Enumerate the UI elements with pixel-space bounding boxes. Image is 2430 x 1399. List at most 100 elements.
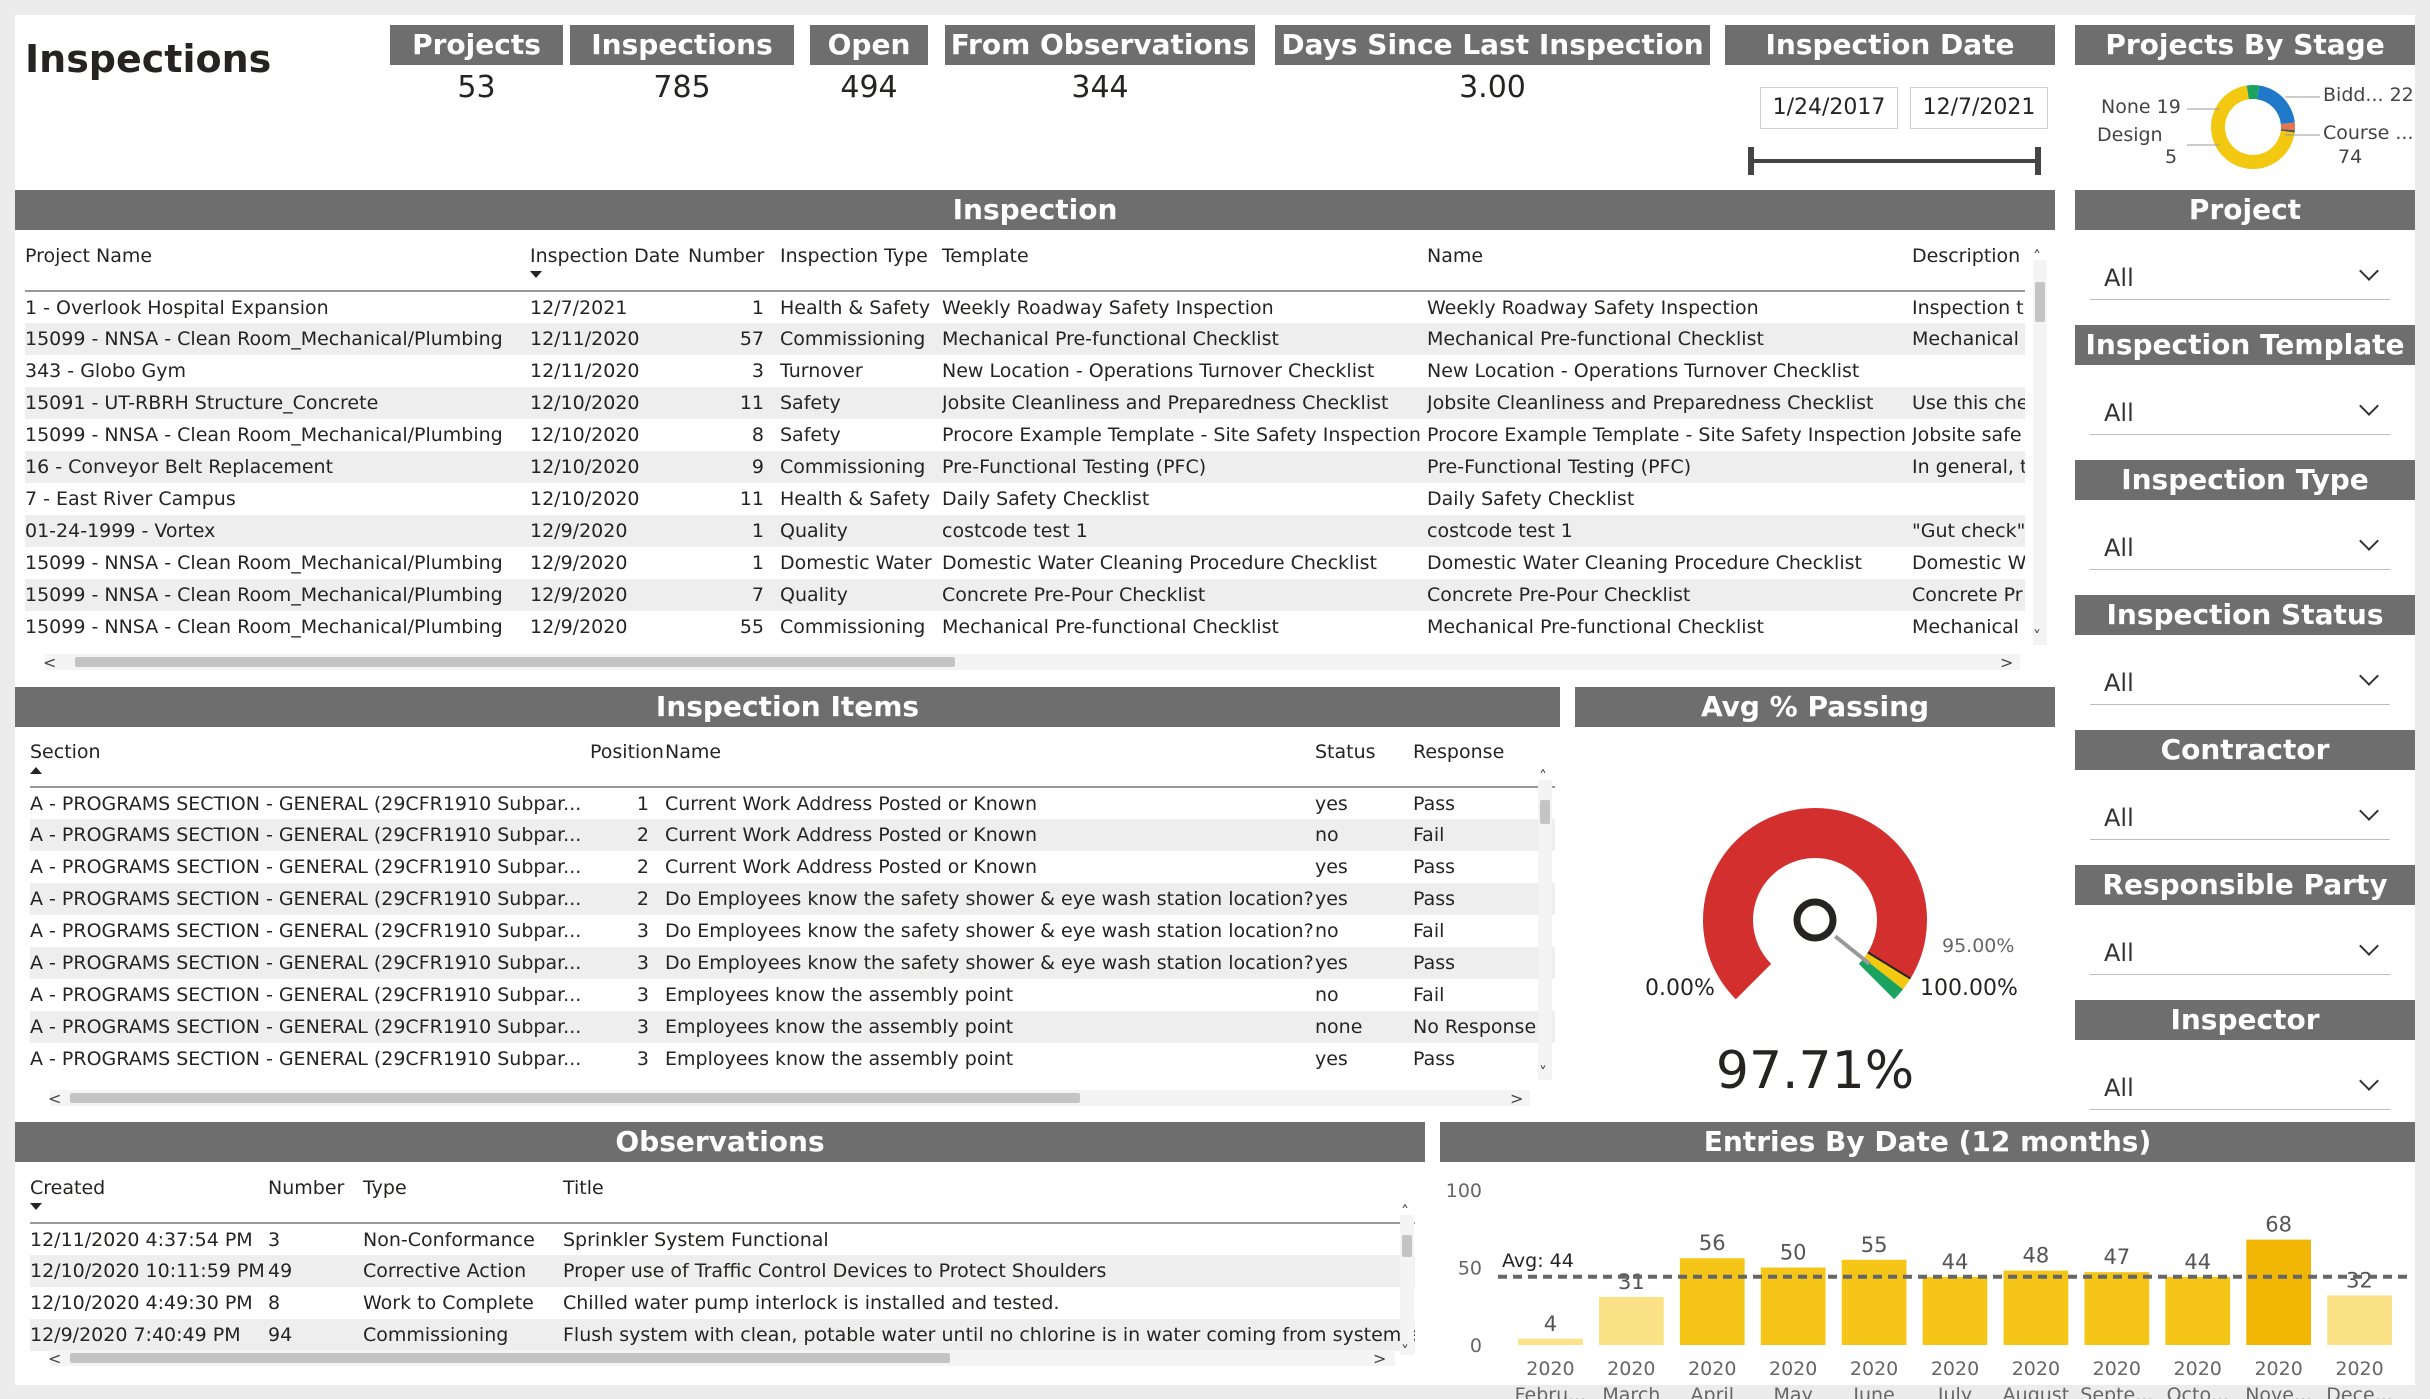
items-hscroll[interactable] <box>50 1090 1530 1106</box>
scroll-down-icon[interactable]: ˅ <box>2033 627 2041 646</box>
inspection-vscroll[interactable] <box>2033 260 2047 645</box>
scroll-right-icon[interactable]: > <box>2000 653 2014 672</box>
col-description[interactable]: Description <box>1912 235 2025 292</box>
observations-vscroll[interactable] <box>1400 1215 1414 1355</box>
donut-slice[interactable] <box>2246 85 2260 100</box>
inspection-row[interactable]: 15091 - UT-RBRH Structure_Concrete 12/10/… <box>25 387 2025 419</box>
observations-vscroll-thumb[interactable] <box>1402 1235 1412 1257</box>
inspection-row[interactable]: 343 - Globo Gym 12/11/2020 3 Turnover New Lo… <box>25 355 2025 387</box>
donut-slice[interactable] <box>2280 129 2295 133</box>
scroll-up-icon[interactable]: ˄ <box>1539 767 1547 786</box>
scroll-down-icon[interactable]: ˅ <box>1401 1342 1409 1361</box>
items-vscroll-thumb[interactable] <box>1540 800 1550 824</box>
col-status[interactable]: Status <box>1315 731 1413 788</box>
col-project-name[interactable]: Project Name <box>25 235 530 292</box>
inspection-row[interactable]: 15099 - NNSA - Clean Room_Mechanical/Plu… <box>25 323 2025 355</box>
slicer-responsible-dropdown[interactable]: All <box>2090 925 2390 975</box>
scroll-left-icon[interactable]: < <box>48 1349 62 1368</box>
observations-table[interactable]: Created Number Type Title 12/11/2020 4:3… <box>30 1167 1415 1357</box>
bar-dece[interactable] <box>2327 1295 2392 1345</box>
inspection-item-row[interactable]: A - PROGRAMS SECTION - GENERAL (29CFR191… <box>30 883 1555 915</box>
slicer-inspector-dropdown[interactable]: All <box>2090 1060 2390 1110</box>
inspection-item-row[interactable]: A - PROGRAMS SECTION - GENERAL (29CFR191… <box>30 1011 1555 1043</box>
card-from-observations-value: 344 <box>1071 70 1129 105</box>
observation-row[interactable]: 12/10/2020 10:11:59 PM 49 Corrective Actio… <box>30 1255 1415 1287</box>
inspection-hscroll-thumb[interactable] <box>75 657 955 667</box>
col-name[interactable]: Name <box>1427 235 1912 292</box>
inspection-item-row[interactable]: A - PROGRAMS SECTION - GENERAL (29CFR191… <box>30 1043 1555 1075</box>
inspection-item-row[interactable]: A - PROGRAMS SECTION - GENERAL (29CFR191… <box>30 819 1555 851</box>
bar-june[interactable] <box>1841 1259 1907 1345</box>
col-inspection-type[interactable]: Inspection Type <box>780 235 942 292</box>
col-section[interactable]: Section <box>30 731 590 788</box>
bar-febru[interactable] <box>1518 1338 1583 1345</box>
inspection-item-row[interactable]: A - PROGRAMS SECTION - GENERAL (29CFR191… <box>30 915 1555 947</box>
bar-septe[interactable] <box>2084 1272 2150 1345</box>
bar-april[interactable] <box>1679 1258 1745 1345</box>
col-obs-number[interactable]: Number <box>268 1167 363 1224</box>
donut-slice[interactable] <box>2280 122 2295 131</box>
scroll-left-icon[interactable]: < <box>48 1089 62 1108</box>
col-item-name[interactable]: Name <box>665 731 1315 788</box>
inspection-hscroll[interactable] <box>45 654 2020 670</box>
slicer-status-dropdown[interactable]: All <box>2090 655 2390 705</box>
scroll-right-icon[interactable]: > <box>1373 1349 1387 1368</box>
inspection-item-row[interactable]: A - PROGRAMS SECTION - GENERAL (29CFR191… <box>30 947 1555 979</box>
col-obs-title[interactable]: Title <box>563 1167 1415 1224</box>
date-range-track[interactable] <box>1753 159 2038 163</box>
inspection-row[interactable]: 15099 - NNSA - Clean Room_Mechanical/Plu… <box>25 419 2025 451</box>
scroll-down-icon[interactable]: ˅ <box>1539 1063 1547 1082</box>
inspection-item-row[interactable]: A - PROGRAMS SECTION - GENERAL (29CFR191… <box>30 979 1555 1011</box>
col-created[interactable]: Created <box>30 1167 268 1224</box>
inspection-row[interactable]: 1 - Overlook Hospital Expansion 12/7/2021… <box>25 291 2025 323</box>
col-inspection-date[interactable]: Inspection Date <box>530 235 688 292</box>
col-position[interactable]: Position <box>590 731 665 788</box>
stage-donut-chart[interactable]: None 19 Design 5 Bidd... 22 Course ... 7… <box>2075 67 2415 187</box>
bar-may[interactable] <box>1760 1267 1826 1346</box>
inspection-item-row[interactable]: A - PROGRAMS SECTION - GENERAL (29CFR191… <box>30 787 1555 819</box>
donut-slice[interactable] <box>2257 85 2295 125</box>
inspection-table[interactable]: Project Name Inspection Date Number Insp… <box>25 235 2025 647</box>
bar-nove[interactable] <box>2246 1239 2311 1345</box>
inspection-row[interactable]: 15099 - NNSA - Clean Room_Mechanical/Plu… <box>25 547 2025 579</box>
date-range-handle-start[interactable] <box>1748 147 1754 175</box>
inspection-row[interactable]: 7 - East River Campus 12/10/2020 11 Health … <box>25 483 2025 515</box>
col-number[interactable]: Number <box>688 235 780 292</box>
avg-passing-gauge[interactable]: 0.00% 100.00% 95.00% 97.71% <box>1575 730 2055 1110</box>
col-template[interactable]: Template <box>942 235 1427 292</box>
date-start-input[interactable]: 1/24/2017 <box>1760 87 1898 129</box>
observation-row[interactable]: 12/11/2020 4:37:54 PM 3 Non-Conformance Spr… <box>30 1223 1415 1255</box>
table-cell: Health & Safety <box>780 488 931 510</box>
inspection-item-row[interactable]: A - PROGRAMS SECTION - GENERAL (29CFR191… <box>30 851 1555 883</box>
slicer-project-dropdown[interactable]: All <box>2090 250 2390 300</box>
date-range-handle-end[interactable] <box>2035 147 2041 175</box>
items-hscroll-thumb[interactable] <box>70 1093 1080 1103</box>
bar-august[interactable] <box>2003 1270 2069 1345</box>
scroll-right-icon[interactable]: > <box>1510 1089 1524 1108</box>
items-vscroll[interactable] <box>1538 780 1552 1080</box>
slicer-contractor-dropdown[interactable]: All <box>2090 790 2390 840</box>
donut-slice[interactable] <box>2211 85 2295 169</box>
bar-march[interactable] <box>1599 1296 1664 1345</box>
observation-row[interactable]: 12/9/2020 7:40:49 PM 94 Commissioning Flush… <box>30 1319 1415 1351</box>
col-response[interactable]: Response <box>1413 731 1555 788</box>
scroll-up-icon[interactable]: ˄ <box>1401 1202 1409 1221</box>
inspection-vscroll-thumb[interactable] <box>2035 282 2045 322</box>
bar-july[interactable] <box>1922 1276 1988 1345</box>
col-obs-type[interactable]: Type <box>363 1167 563 1224</box>
inspection-row[interactable]: 16 - Conveyor Belt Replacement 12/10/2020… <box>25 451 2025 483</box>
items-table[interactable]: Section Position Name Status Response A … <box>30 731 1555 1083</box>
inspection-row[interactable]: 15099 - NNSA - Clean Room_Mechanical/Plu… <box>25 579 2025 611</box>
date-end-input[interactable]: 12/7/2021 <box>1910 87 2048 129</box>
slicer-template-dropdown[interactable]: All <box>2090 385 2390 435</box>
inspection-row[interactable]: 01-24-1999 - Vortex 12/9/2020 1 Quality cost… <box>25 515 2025 547</box>
slicer-type-dropdown[interactable]: All <box>2090 520 2390 570</box>
scroll-up-icon[interactable]: ˄ <box>2033 247 2041 266</box>
observations-hscroll[interactable] <box>50 1350 1395 1366</box>
observation-row[interactable]: 12/10/2020 4:49:30 PM 8 Work to Complete Ch… <box>30 1287 1415 1319</box>
bar-octo[interactable] <box>2165 1276 2231 1345</box>
scroll-left-icon[interactable]: < <box>43 653 57 672</box>
observations-hscroll-thumb[interactable] <box>70 1353 950 1363</box>
inspection-row[interactable]: 15099 - NNSA - Clean Room_Mechanical/Plu… <box>25 611 2025 643</box>
entries-bar-chart[interactable]: 0 50 100 4 2020 31 2020 56 2020 50 2020 55 2020 44 202… <box>1440 1165 2415 1399</box>
